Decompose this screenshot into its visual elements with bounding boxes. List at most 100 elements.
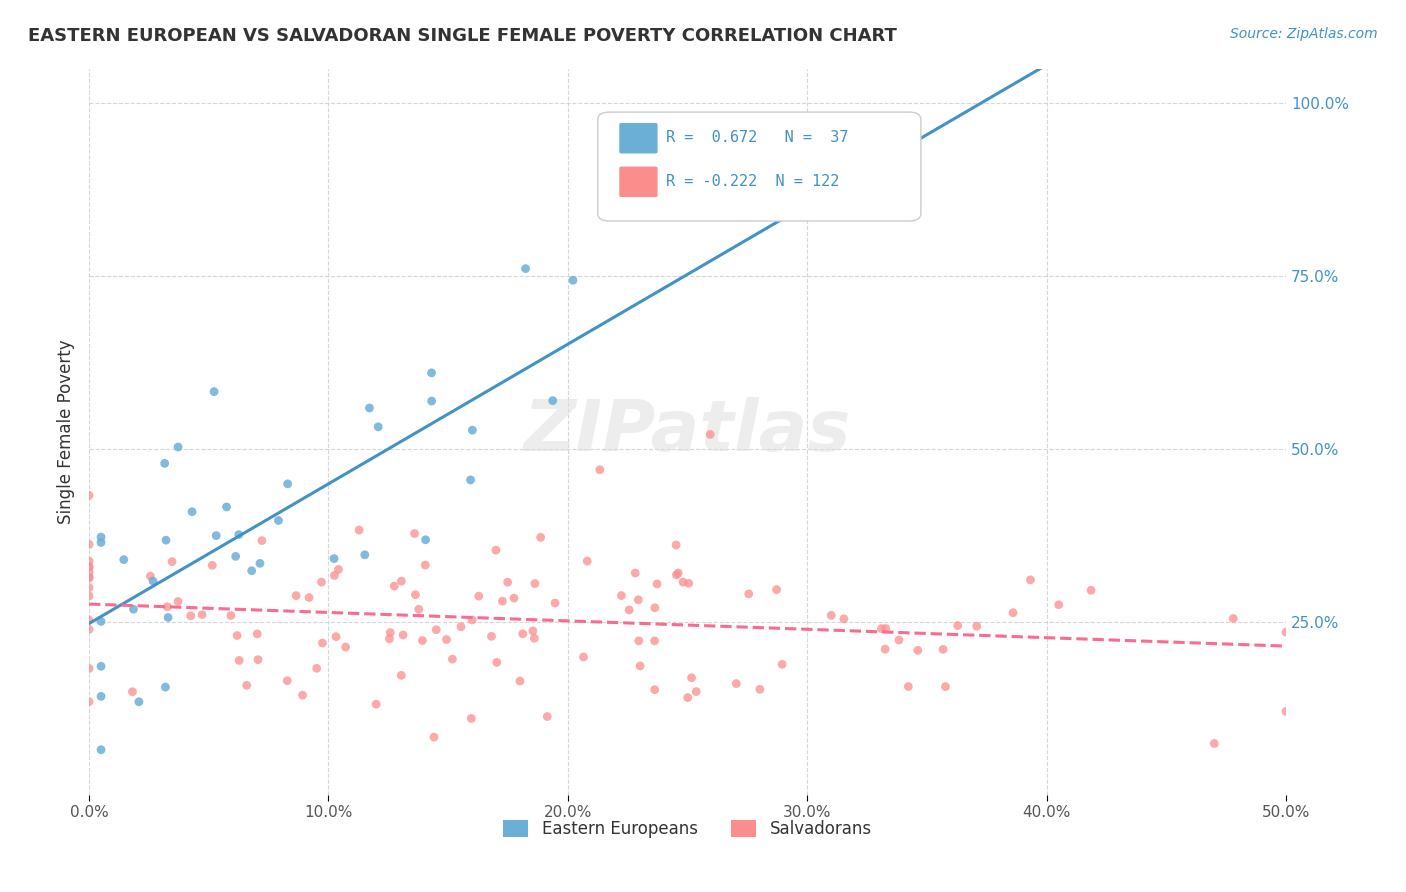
Point (382, 579, 405, 593)
FancyBboxPatch shape (619, 123, 658, 153)
Point (627, 592, 650, 607)
Point (523, 632, 546, 646)
Point (617, 603, 640, 617)
Point (77, 566, 100, 580)
Point (461, 423, 484, 437)
Point (285, 589, 308, 603)
Point (870, 622, 893, 636)
Point (491, 594, 513, 608)
Point (235, 678, 257, 692)
Point (142, 574, 165, 588)
Point (544, 596, 567, 610)
Point (112, 552, 135, 566)
Point (367, 419, 389, 434)
Point (122, 602, 145, 616)
Point (450, 620, 472, 634)
Point (404, 526, 426, 541)
Point (366, 697, 388, 711)
Point (77, 571, 100, 585)
Point (201, 558, 224, 573)
Point (411, 633, 433, 648)
Point (77, 537, 100, 551)
Point (347, 523, 370, 537)
Point (1080, 583, 1102, 598)
Point (1275, 705, 1298, 719)
Point (644, 682, 666, 697)
Point (77, 581, 100, 595)
Point (509, 674, 531, 689)
Point (328, 562, 350, 576)
Text: Source: ZipAtlas.com: Source: ZipAtlas.com (1230, 27, 1378, 41)
Point (460, 473, 482, 487)
Point (157, 610, 180, 624)
Point (277, 476, 299, 491)
Point (167, 440, 190, 454)
Point (219, 608, 242, 623)
Point (215, 500, 238, 514)
Point (644, 600, 666, 615)
Point (644, 633, 666, 648)
Point (1222, 611, 1244, 625)
Point (180, 608, 202, 623)
Point (228, 653, 250, 667)
Point (77, 695, 100, 709)
Point (90, 690, 112, 704)
Point (1047, 598, 1070, 612)
Point (408, 602, 430, 616)
Point (90, 615, 112, 629)
Point (425, 623, 447, 637)
Point (380, 625, 402, 640)
Point (875, 642, 897, 657)
Point (298, 591, 321, 605)
Point (666, 566, 689, 580)
Point (1275, 625, 1298, 640)
Point (645, 577, 668, 591)
Point (624, 566, 647, 580)
FancyBboxPatch shape (598, 112, 921, 221)
Point (627, 633, 650, 648)
Point (699, 427, 721, 442)
Point (966, 619, 988, 633)
Point (128, 695, 150, 709)
Point (523, 576, 546, 591)
Point (496, 575, 519, 590)
Point (276, 673, 298, 688)
Point (160, 555, 183, 569)
Point (665, 538, 688, 552)
Point (246, 627, 269, 641)
Point (610, 589, 633, 603)
Point (485, 543, 508, 558)
Point (887, 633, 910, 648)
Point (461, 613, 484, 627)
Point (77, 661, 100, 675)
Point (530, 530, 553, 544)
Point (267, 514, 290, 528)
Point (77, 613, 100, 627)
Point (181, 505, 204, 519)
Point (832, 612, 855, 626)
Point (765, 582, 787, 597)
Text: EASTERN EUROPEAN VS SALVADORAN SINGLE FEMALE POVERTY CORRELATION CHART: EASTERN EUROPEAN VS SALVADORAN SINGLE FE… (28, 27, 897, 45)
Point (907, 643, 929, 657)
Point (378, 632, 401, 646)
Point (77, 560, 100, 574)
Point (247, 653, 270, 667)
Point (77, 488, 100, 502)
Point (770, 657, 793, 672)
Point (325, 630, 347, 644)
Point (77, 589, 100, 603)
Point (676, 690, 699, 705)
Point (389, 668, 412, 682)
Point (1204, 736, 1226, 750)
Point (628, 659, 651, 673)
Point (460, 711, 482, 725)
Point (291, 688, 314, 702)
Point (77, 554, 100, 568)
Point (90, 530, 112, 544)
Point (121, 684, 143, 698)
Point (1019, 573, 1042, 587)
Text: R = -0.222  N = 122: R = -0.222 N = 122 (666, 174, 839, 188)
Point (897, 680, 920, 694)
Point (90, 535, 112, 549)
Point (415, 533, 437, 547)
